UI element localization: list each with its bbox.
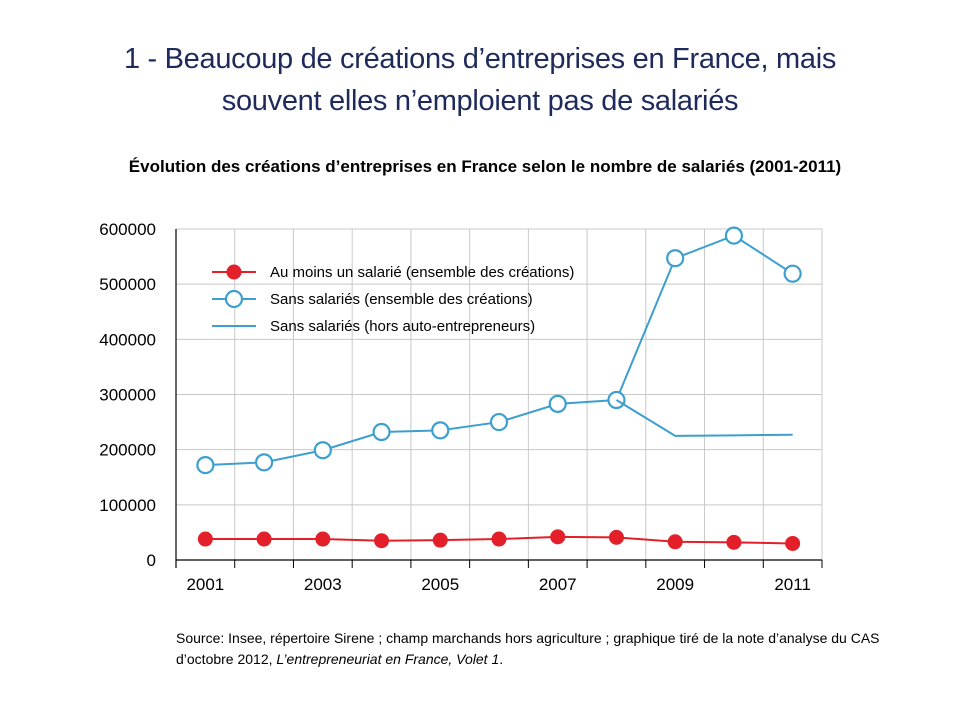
- data-point-blue: [724, 226, 744, 245]
- slide-title-line-1: 1 - Beaucoup de créations d’entreprises …: [123, 43, 837, 75]
- data-point-blue: [254, 453, 274, 472]
- x-tick-label: 2011: [774, 575, 811, 594]
- slide-title: 1 - Beaucoup de créations d’entreprises …: [60, 38, 900, 122]
- y-tick-label: 0: [147, 551, 156, 570]
- source-text: Source: Insee, répertoire Sirene ; champ…: [176, 630, 880, 667]
- slide-title-line-2: souvent elles n’emploient pas de salarié…: [221, 85, 739, 117]
- legend: Au moins un salarié (ensemble des créati…: [212, 264, 574, 335]
- series-layer: [196, 226, 802, 551]
- data-point-blue: [372, 422, 391, 442]
- series-line-3: [615, 399, 793, 437]
- y-tick-label: 400000: [99, 330, 156, 349]
- x-tick-label: 2005: [421, 575, 459, 594]
- data-point-red: [197, 531, 213, 547]
- source-note: Source: Insee, répertoire Sirene ; champ…: [176, 628, 896, 670]
- source-end: .: [499, 651, 504, 667]
- data-point-red: [491, 531, 507, 547]
- data-point-blue: [431, 421, 450, 440]
- data-point-blue: [196, 456, 215, 475]
- source-publication-title: L’entrepreneuriat en France, Volet 1: [276, 651, 500, 667]
- x-tick-label: 2003: [304, 575, 342, 594]
- axis-layer: 0 100000 200000 300000 400000 500000 600000 200…: [99, 220, 823, 594]
- y-tick-label: 200000: [99, 441, 156, 460]
- y-tick-label: 100000: [99, 496, 156, 515]
- data-point-blue: [783, 264, 802, 283]
- data-point-red: [667, 534, 683, 550]
- y-tick-label: 300000: [99, 386, 156, 405]
- data-point-red: [432, 532, 448, 548]
- data-point-blue: [489, 412, 509, 432]
- x-tick-label: 2009: [656, 575, 694, 594]
- y-tick-label: 600000: [99, 220, 156, 239]
- legend-marker-blue: [224, 289, 244, 309]
- data-point-red: [785, 535, 801, 551]
- legend-label-2: Sans salariés (ensemble des créations): [270, 291, 533, 308]
- data-point-red: [550, 529, 566, 545]
- legend-marker-red: [226, 264, 242, 280]
- legend-label-3: Sans salariés (hors auto-entrepreneurs): [270, 318, 535, 335]
- y-tick-label: 500000: [99, 275, 156, 294]
- data-point-red: [726, 534, 742, 550]
- data-point-red: [256, 531, 272, 547]
- chart-title: Évolution des créations d’entreprises en…: [128, 157, 842, 176]
- data-point-blue: [313, 441, 332, 460]
- data-point-red: [315, 531, 331, 547]
- x-tick-label: 2001: [186, 575, 224, 594]
- data-point-red: [608, 529, 624, 545]
- legend-label-1: Au moins un salarié (ensemble des créati…: [270, 264, 574, 281]
- data-point-blue: [666, 249, 685, 268]
- data-point-blue: [548, 394, 567, 413]
- data-point-red: [374, 533, 390, 549]
- x-tick-label: 2007: [539, 575, 577, 594]
